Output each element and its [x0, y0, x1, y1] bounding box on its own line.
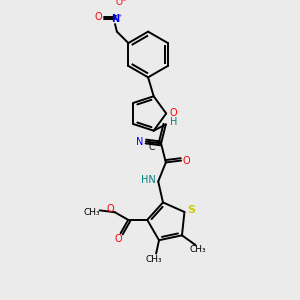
Text: O: O	[115, 234, 122, 244]
Text: HN: HN	[141, 175, 156, 184]
Text: S: S	[187, 205, 195, 215]
Text: ⁺: ⁺	[118, 13, 122, 22]
Text: CH₃: CH₃	[84, 208, 100, 217]
Text: H: H	[170, 116, 177, 127]
Text: O: O	[183, 155, 190, 166]
Text: O: O	[94, 12, 102, 22]
Text: N: N	[111, 14, 119, 24]
Text: O: O	[169, 109, 177, 118]
Text: CH₃: CH₃	[190, 245, 206, 254]
Text: C: C	[148, 143, 155, 152]
Text: CH₃: CH₃	[146, 255, 163, 264]
Text: N: N	[136, 136, 144, 146]
Text: O⁻: O⁻	[116, 0, 127, 7]
Text: O: O	[106, 204, 114, 214]
